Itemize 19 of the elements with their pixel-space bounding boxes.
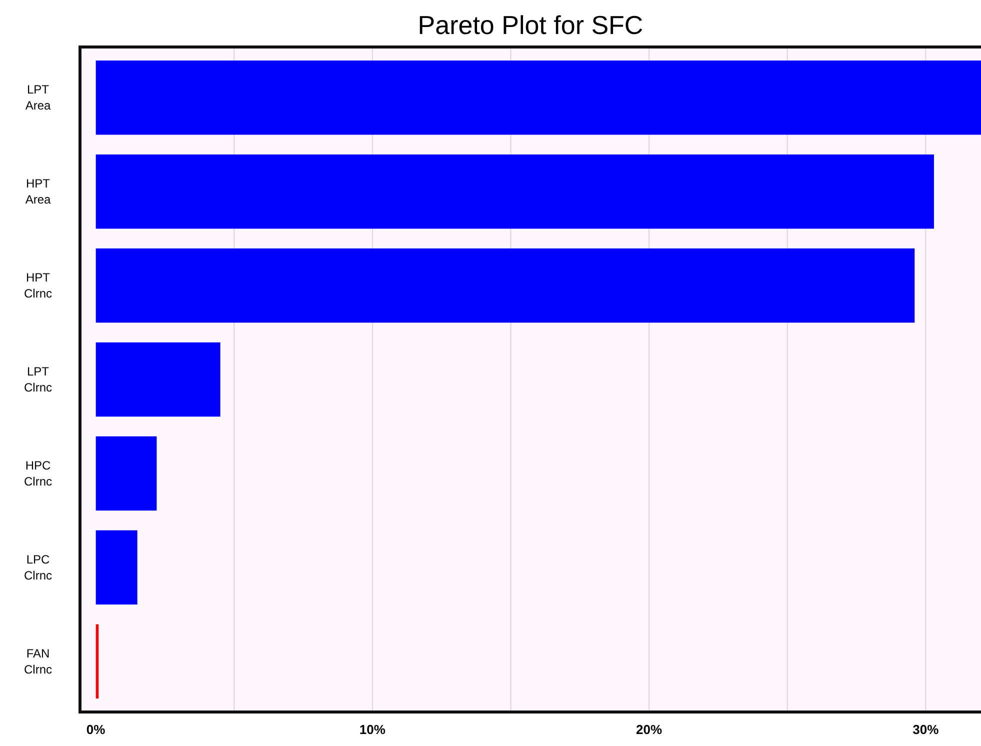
bar xyxy=(96,436,157,511)
y-tick-label: LPT Area xyxy=(25,82,51,113)
y-tick-label: FAN Clrnc xyxy=(24,646,52,676)
x-tick-label: 0% xyxy=(86,722,106,737)
x-tick-label: 30% xyxy=(912,722,940,737)
y-tick-label: LPC Clrnc xyxy=(24,552,52,582)
bar xyxy=(96,624,99,698)
y-tick-label: HPC Clrnc xyxy=(24,458,52,488)
y-tick-label: LPT Clrnc xyxy=(24,364,52,394)
x-tick-label: 20% xyxy=(636,722,663,737)
bar xyxy=(96,248,915,323)
bar xyxy=(96,530,138,605)
y-tick-label: HPT Clrnc xyxy=(24,270,52,301)
chart-title: Pareto Plot for SFC xyxy=(418,10,644,40)
bar xyxy=(96,342,220,417)
bar xyxy=(96,60,981,135)
bar xyxy=(96,154,934,229)
x-tick-label: 10% xyxy=(359,722,386,737)
y-tick-label: HPT Area xyxy=(25,176,51,207)
